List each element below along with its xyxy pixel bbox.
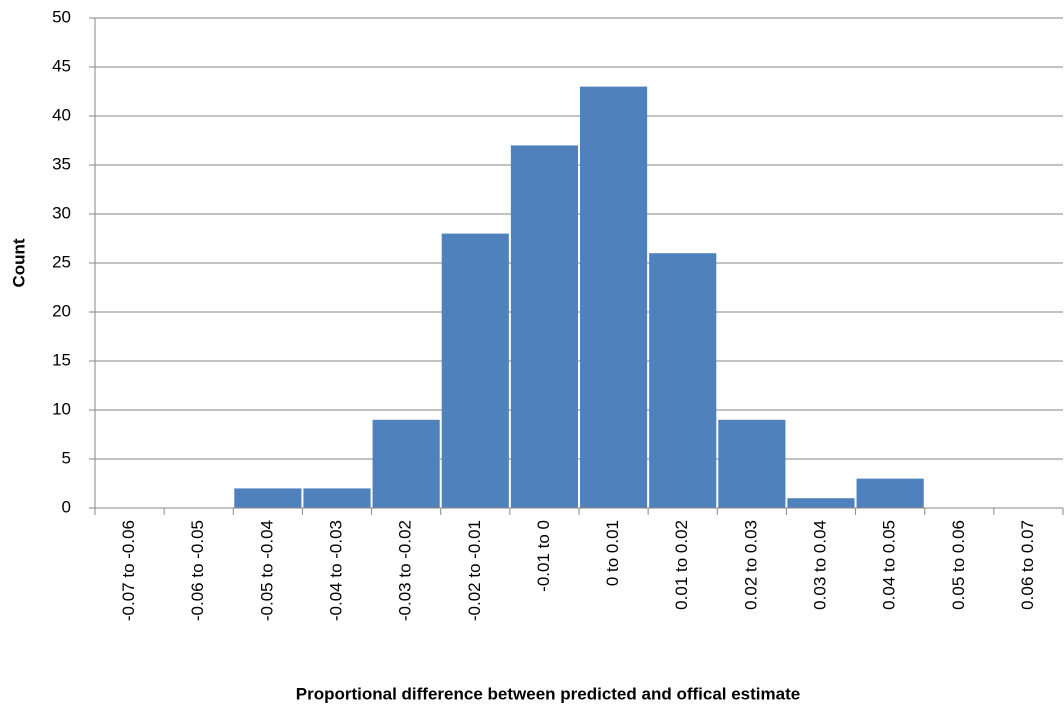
bar [718, 419, 786, 508]
bar [372, 419, 440, 508]
x-tick-label: -0.02 to -0.01 [465, 520, 484, 621]
y-tick-label: 35 [52, 154, 71, 173]
y-tick-label: 10 [52, 399, 71, 418]
y-tick-label: 0 [62, 497, 71, 516]
x-tick-label: 0.06 to 0.07 [1018, 520, 1037, 610]
x-tick-label: 0.01 to 0.02 [672, 520, 691, 610]
y-tick-label: 40 [52, 105, 71, 124]
y-tick-label: 50 [52, 7, 71, 26]
x-tick-label: 0 to 0.01 [603, 520, 622, 586]
y-tick-label: 20 [52, 301, 71, 320]
bar [856, 478, 924, 508]
x-tick-label: -0.05 to -0.04 [257, 520, 276, 621]
x-tick-label: -0.04 to -0.03 [326, 520, 345, 621]
bar [580, 86, 648, 508]
x-axis-title: Proportional difference between predicte… [296, 684, 800, 703]
x-tick-label: 0.04 to 0.05 [880, 520, 899, 610]
x-tick-label: 0.02 to 0.03 [741, 520, 760, 610]
bar [787, 498, 855, 508]
x-tick-label: 0.03 to 0.04 [810, 520, 829, 610]
y-tick-label: 15 [52, 350, 71, 369]
x-tick-label: -0.07 to -0.06 [119, 520, 138, 621]
bar [441, 233, 509, 508]
x-tick-label: -0.06 to -0.05 [188, 520, 207, 621]
x-tick-label: 0.05 to 0.06 [949, 520, 968, 610]
x-tick-label: -0.01 to 0 [534, 520, 553, 592]
bar [303, 488, 371, 508]
y-tick-label: 45 [52, 56, 71, 75]
y-tick-label: 25 [52, 252, 71, 271]
bar [510, 145, 578, 508]
y-tick-label: 30 [52, 203, 71, 222]
y-axis-title: Count [9, 238, 28, 287]
x-tick-label: -0.03 to -0.02 [396, 520, 415, 621]
bar [234, 488, 302, 508]
y-tick-label: 5 [62, 448, 71, 467]
bar [649, 253, 717, 508]
